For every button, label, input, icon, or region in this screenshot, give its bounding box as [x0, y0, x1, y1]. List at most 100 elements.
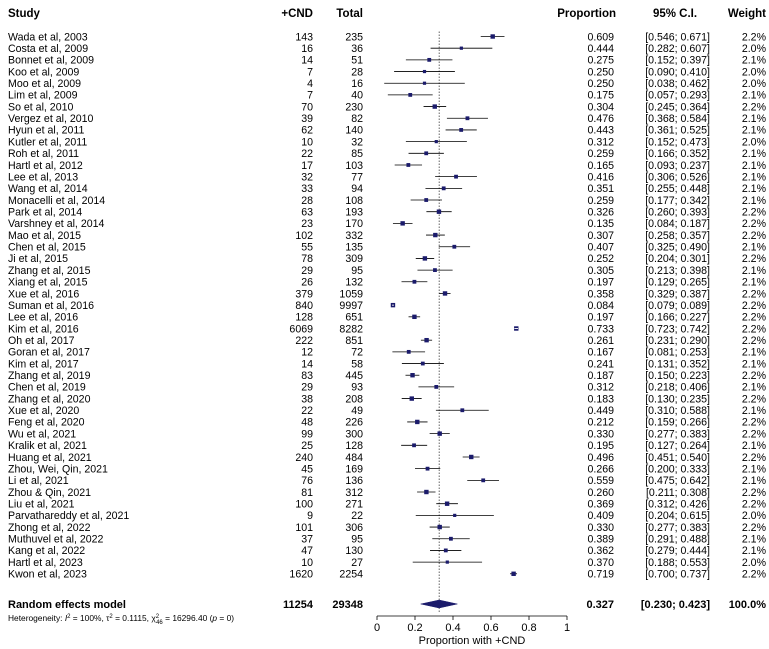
study-marker	[449, 536, 453, 541]
study-marker	[406, 349, 411, 354]
proportion-value: 0.260	[587, 487, 614, 499]
total-value: 9997	[339, 300, 363, 312]
study-label: Zhang et al, 2015	[8, 265, 91, 277]
events-value: 222	[295, 335, 313, 347]
proportion-value: 0.389	[587, 534, 614, 546]
study-label: Feng et al, 2020	[8, 417, 85, 429]
summary-proportion: 0.327	[586, 599, 614, 611]
proportion-value: 0.212	[587, 417, 614, 429]
ci-value: [0.245; 0.364]	[645, 101, 710, 113]
events-value: 76	[301, 475, 313, 487]
total-value: 36	[351, 43, 363, 55]
study-marker	[481, 478, 486, 483]
study-label: Kutler et al, 2011	[8, 136, 87, 148]
weight-value: 2.2%	[742, 370, 767, 382]
study-marker	[490, 34, 495, 39]
events-value: 62	[301, 125, 313, 137]
total-value: 82	[351, 113, 363, 125]
weight-value: 2.2%	[742, 218, 767, 230]
study-marker	[441, 186, 446, 191]
study-marker	[420, 361, 425, 366]
x-tick-label: 0.8	[521, 622, 536, 634]
events-value: 83	[301, 370, 313, 382]
ci-value: [0.277; 0.383]	[645, 428, 710, 440]
study-marker	[422, 256, 428, 261]
total-value: 851	[345, 335, 363, 347]
ci-value: [0.211; 0.308]	[646, 487, 710, 499]
study-marker	[425, 466, 430, 471]
proportion-value: 0.195	[587, 440, 614, 452]
proportion-value: 0.326	[587, 207, 614, 219]
total-value: 484	[345, 452, 363, 464]
ci-value: [0.090; 0.410]	[645, 66, 710, 78]
total-value: 170	[345, 218, 363, 230]
proportion-value: 0.476	[587, 113, 614, 125]
events-value: 99	[301, 428, 313, 440]
events-value: 38	[301, 393, 313, 405]
weight-value: 2.1%	[742, 475, 767, 487]
study-label: Lee et al, 2016	[8, 312, 78, 324]
proportion-value: 0.307	[587, 230, 614, 242]
study-label: Xue et al, 2020	[8, 405, 79, 417]
study-label: Xue et al, 2016	[8, 288, 79, 300]
proportion-value: 0.362	[587, 545, 614, 557]
weight-value: 2.2%	[742, 207, 767, 219]
proportion-value: 0.084	[587, 300, 614, 312]
heterogeneity-text: Heterogeneity: I2 = 100%, τ2 = 0.1115, χ…	[8, 613, 234, 626]
proportion-value: 0.449	[587, 405, 614, 417]
proportion-value: 0.496	[587, 452, 614, 464]
study-label: Kwon et al, 2023	[8, 569, 87, 581]
study-marker	[459, 46, 463, 50]
study-marker	[453, 513, 457, 517]
header-total: Total	[336, 8, 363, 20]
total-value: 58	[351, 358, 363, 370]
weight-value: 2.1%	[742, 195, 767, 207]
study-label: Costa et al, 2009	[8, 43, 88, 55]
weight-value: 2.2%	[742, 230, 767, 242]
study-marker	[432, 104, 437, 109]
summary-diamond	[420, 599, 458, 609]
header-study: Study	[8, 8, 41, 20]
weight-value: 2.2%	[742, 253, 767, 265]
ci-value: [0.152; 0.473]	[645, 136, 710, 148]
ci-value: [0.723; 0.742]	[645, 323, 710, 335]
ci-value: [0.057; 0.293]	[645, 90, 710, 102]
x-axis: Proportion with +CND 0 0.2 0.4 0.6 0.8 1	[374, 615, 570, 647]
study-label: Zhong et al, 2022	[8, 522, 91, 534]
events-value: 14	[301, 55, 313, 67]
proportion-value: 0.241	[587, 358, 614, 370]
events-value: 240	[295, 452, 313, 464]
x-axis-label: Proportion with +CND	[419, 635, 526, 647]
study-marker	[412, 443, 416, 448]
study-label: Hartl et al, 2023	[8, 557, 83, 569]
study-label: Lim et al, 2009	[8, 90, 78, 102]
ci-value: [0.188; 0.553]	[645, 557, 710, 569]
header-proportion: Proportion	[557, 8, 616, 20]
events-value: 26	[301, 277, 313, 289]
proportion-value: 0.304	[587, 101, 614, 113]
study-label: Oh et al, 2017	[8, 335, 75, 347]
ci-value: [0.368; 0.584]	[645, 113, 710, 125]
proportion-value: 0.416	[587, 171, 614, 183]
study-label: Moo et al, 2009	[8, 78, 81, 90]
weight-value: 2.1%	[742, 277, 767, 289]
total-value: 27	[351, 557, 363, 569]
study-marker	[511, 571, 516, 576]
study-label: Wada et al, 2003	[8, 31, 88, 43]
events-value: 22	[301, 405, 313, 417]
weight-value: 2.2%	[742, 31, 767, 43]
ci-value: [0.700; 0.737]	[645, 569, 710, 581]
events-value: 10	[301, 557, 313, 569]
weight-value: 2.1%	[742, 545, 767, 557]
ci-value: [0.152; 0.397]	[645, 55, 710, 67]
total-value: 85	[351, 148, 363, 160]
total-value: 32	[351, 136, 363, 148]
study-marker	[469, 454, 474, 460]
total-value: 51	[351, 55, 363, 67]
ci-value: [0.127; 0.264]	[645, 440, 710, 452]
proportion-value: 0.135	[587, 218, 614, 230]
study-rows: Wada et al, 2003 143 235 0.609 [0.546; 0.671…	[8, 31, 767, 580]
weight-value: 2.2%	[742, 522, 767, 534]
study-label: Ji et al, 2015	[8, 253, 68, 265]
summary-weight: 100.0%	[729, 599, 767, 611]
